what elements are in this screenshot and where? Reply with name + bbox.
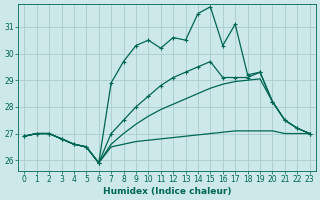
X-axis label: Humidex (Indice chaleur): Humidex (Indice chaleur) — [103, 187, 231, 196]
